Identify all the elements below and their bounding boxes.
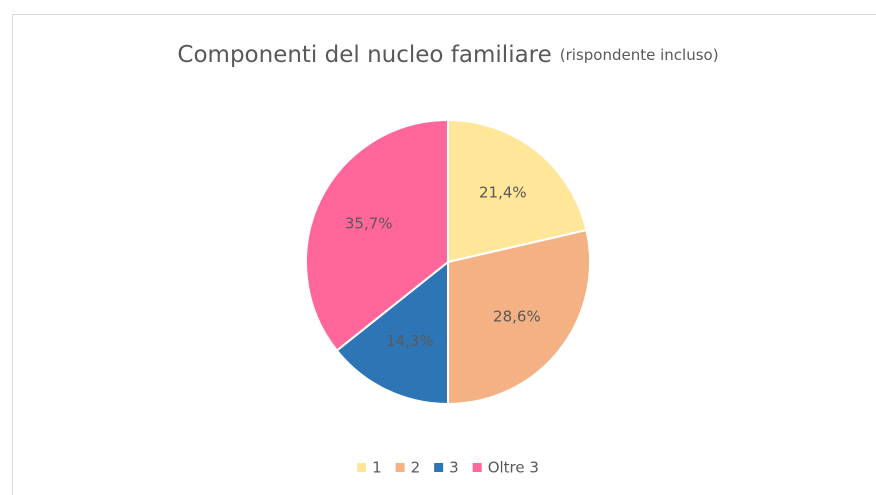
- legend-marker: [472, 463, 482, 472]
- pie-slice: [305, 118, 449, 352]
- pie-slice: [447, 228, 591, 406]
- legend-marker: [434, 463, 444, 472]
- pie-slice: [447, 118, 588, 264]
- legend-label: 1: [372, 459, 382, 477]
- legend-label: Oltre 3: [488, 459, 539, 477]
- title-main: Componenti del nucleo familiare: [177, 42, 551, 68]
- legend-label: 3: [449, 459, 459, 477]
- data-label: 28,6%: [493, 307, 541, 325]
- chart-title: Componenti del nucleo familiare (risponde…: [177, 42, 718, 68]
- pie-slice: [335, 259, 449, 406]
- legend-marker: [395, 463, 405, 472]
- data-label: 21,4%: [479, 184, 527, 202]
- data-label: 35,7%: [345, 214, 393, 232]
- legend-label: 2: [411, 459, 421, 477]
- data-label: 14,3%: [386, 332, 434, 350]
- title-sub: (rispondente incluso): [560, 46, 719, 64]
- legend-marker: [357, 463, 367, 472]
